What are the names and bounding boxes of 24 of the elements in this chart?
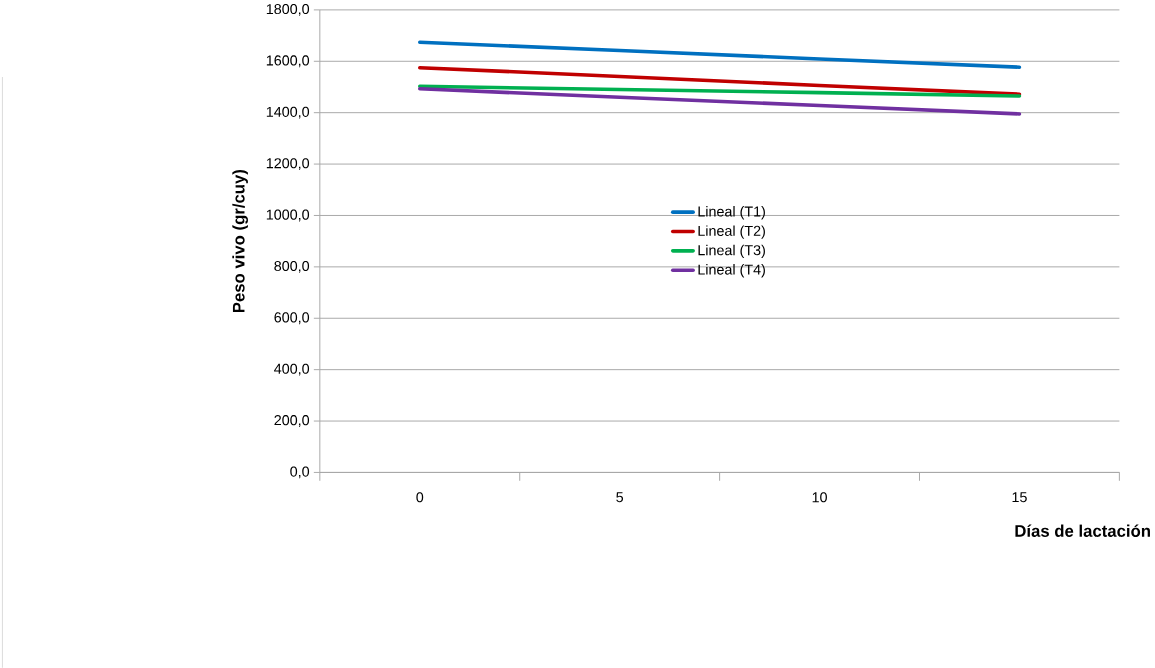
y-tick-label: 1200,0 bbox=[266, 158, 310, 171]
x-tick-label: 10 bbox=[812, 492, 827, 503]
legend-label: Lineal (T3) bbox=[698, 244, 765, 259]
y-axis-title: Peso vivo (gr/cuy) bbox=[232, 169, 248, 313]
legend-label: Lineal (T4) bbox=[698, 264, 765, 278]
y-tick-label: 400,0 bbox=[274, 363, 310, 376]
y-tick-label: 1400,0 bbox=[266, 106, 310, 119]
line-series bbox=[417, 65, 1022, 96]
y-tick-label: 1000,0 bbox=[266, 209, 310, 222]
line-series bbox=[417, 87, 1022, 116]
legend-label: Lineal (T2) bbox=[698, 225, 765, 239]
y-tick-label: 800,0 bbox=[274, 260, 310, 273]
x-tick-label: 15 bbox=[1012, 492, 1027, 503]
y-tick-label: 1800,0 bbox=[266, 4, 310, 16]
x-axis-title: Días de lactación bbox=[1015, 524, 1150, 537]
y-tick-label: 0,0 bbox=[290, 466, 310, 479]
y-tick-label: 600,0 bbox=[274, 312, 310, 325]
y-tick-label: 200,0 bbox=[274, 415, 310, 427]
x-tick-label: 0 bbox=[416, 492, 424, 503]
line-series bbox=[417, 40, 1022, 70]
y-tick-label: 1600,0 bbox=[266, 55, 310, 68]
line-series bbox=[417, 84, 1022, 98]
legend-label: Lineal (T1) bbox=[698, 206, 765, 220]
x-tick-label: 5 bbox=[616, 492, 624, 503]
